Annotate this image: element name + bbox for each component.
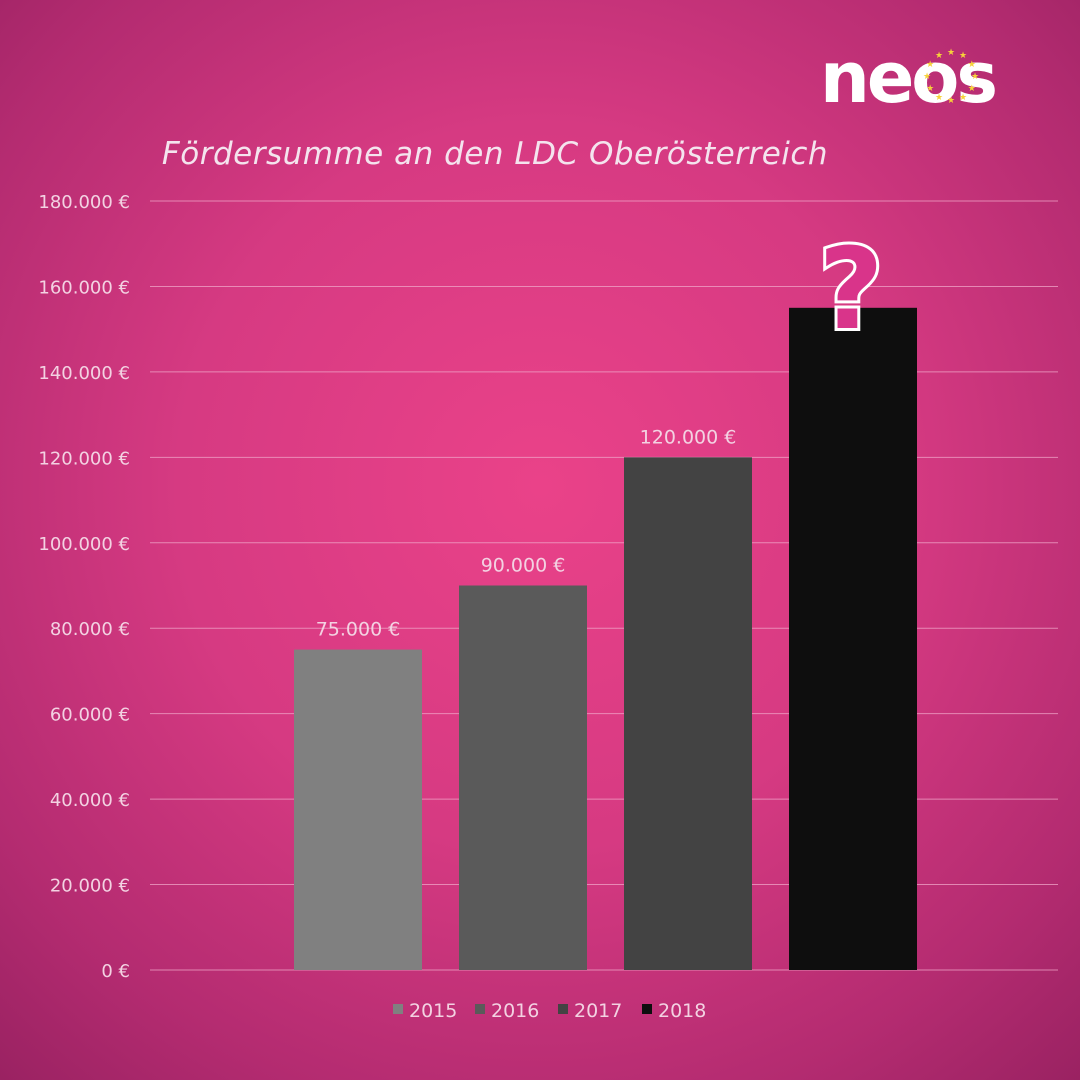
neos-logo: neos ★★★★★★★★★ ★ ★★ (820, 40, 998, 119)
eu-star-icon: ★ (926, 84, 934, 94)
eu-star-icon: ★ (935, 93, 943, 103)
eu-star-icon: ★ (971, 72, 979, 82)
legend-label-2015: 2015 (409, 1000, 457, 1022)
eu-star-icon: ★ (923, 72, 931, 82)
y-axis-tick-labels: 0 € 20.000 € 40.000 € 60.000 € 80.000 € 100.0… (38, 192, 130, 982)
y-tick-label: 80.000 € (50, 619, 130, 640)
eu-stars-icon: ★★★★★★★★★ ★ ★★ (923, 48, 979, 106)
eu-star-icon: ★ (947, 96, 955, 106)
bars (294, 307, 917, 970)
eu-star-icon: ★ (947, 48, 955, 58)
y-tick-label: 20.000 € (50, 876, 130, 897)
y-tick-label: 100.000 € (38, 534, 130, 555)
question-mark-annotation: ? (819, 225, 884, 355)
logo-text: neos (820, 40, 995, 119)
eu-star-icon: ★ (968, 84, 976, 94)
y-tick-label: 40.000 € (50, 790, 130, 811)
bar-2018 (789, 307, 917, 970)
y-tick-label: 140.000 € (38, 363, 130, 384)
eu-star-icon: ★ (926, 60, 934, 70)
eu-star-icon: ★ (935, 51, 943, 61)
y-tick-label: 0 € (101, 961, 130, 982)
eu-star-icon: ★ (968, 60, 976, 70)
y-tick-label: 120.000 € (38, 448, 130, 469)
eu-star-icon: ★ (959, 93, 967, 103)
gridlines (150, 200, 1058, 971)
legend-label-2018: 2018 (658, 1000, 706, 1022)
annotations: ? (816, 222, 887, 358)
y-tick-label: 60.000 € (50, 705, 130, 726)
bar-2016 (459, 585, 587, 970)
y-tick-label: 180.000 € (38, 192, 130, 213)
data-label-2015: 75.000 € (316, 619, 401, 641)
legend-swatch-2015 (393, 1004, 403, 1014)
eu-star-icon: ★ (959, 51, 967, 61)
bar-2015 (294, 649, 422, 970)
data-label-2016: 90.000 € (481, 555, 566, 577)
chart-title: Fördersumme an den LDC Oberösterreich (161, 136, 829, 172)
legend-swatch-2017 (558, 1004, 568, 1014)
legend-label-2016: 2016 (491, 1000, 539, 1022)
legend-swatch-2016 (475, 1004, 485, 1014)
data-labels: 75.000 € 90.000 € 120.000 € (316, 426, 737, 640)
legend: 2015 2016 2017 2018 (393, 1000, 706, 1022)
bar-2017 (624, 457, 752, 970)
legend-label-2017: 2017 (574, 1000, 622, 1022)
y-tick-label: 160.000 € (38, 277, 130, 298)
legend-swatch-2018 (642, 1004, 652, 1014)
data-label-2017: 120.000 € (640, 426, 737, 448)
